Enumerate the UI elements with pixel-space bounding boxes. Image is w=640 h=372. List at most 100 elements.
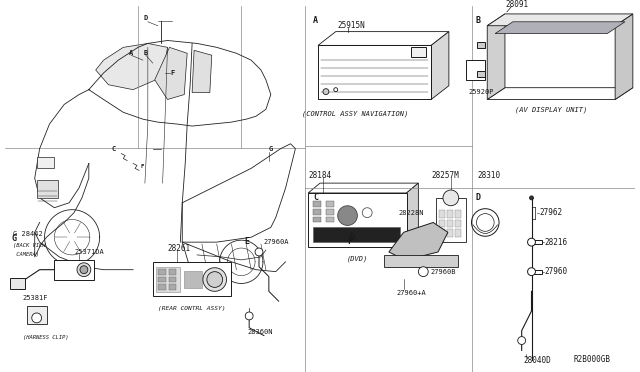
Bar xyxy=(326,201,334,207)
Bar xyxy=(455,210,461,218)
Text: (HARNESS CLIP): (HARNESS CLIP) xyxy=(23,335,68,340)
Bar xyxy=(36,180,58,198)
Text: 25920P: 25920P xyxy=(468,89,494,94)
Circle shape xyxy=(207,272,223,288)
Bar xyxy=(439,230,445,237)
Text: 27960A: 27960A xyxy=(264,239,289,245)
Bar xyxy=(447,219,453,227)
Text: G: G xyxy=(11,234,16,243)
Text: 28216: 28216 xyxy=(544,238,568,247)
Bar xyxy=(313,201,321,207)
Text: R2B000GB: R2B000GB xyxy=(573,355,610,364)
Text: D: D xyxy=(143,15,148,21)
Text: 28261: 28261 xyxy=(168,244,191,253)
Bar xyxy=(635,34,640,39)
Bar xyxy=(156,267,180,292)
Bar xyxy=(27,306,47,324)
Text: A: A xyxy=(313,16,318,25)
Polygon shape xyxy=(96,44,168,90)
Text: 27960+A: 27960+A xyxy=(397,290,426,296)
Circle shape xyxy=(203,268,227,291)
Bar xyxy=(313,217,321,222)
Bar xyxy=(10,278,25,289)
Circle shape xyxy=(419,267,428,276)
Circle shape xyxy=(529,196,534,200)
Bar xyxy=(157,276,166,282)
Polygon shape xyxy=(487,14,633,26)
Text: (AV DISPLAY UNIT): (AV DISPLAY UNIT) xyxy=(515,106,588,113)
Text: 27960: 27960 xyxy=(544,267,568,276)
Text: G: G xyxy=(269,146,273,152)
Text: F: F xyxy=(348,237,353,246)
Bar xyxy=(168,285,177,291)
Polygon shape xyxy=(397,230,438,250)
Bar xyxy=(436,198,465,242)
Polygon shape xyxy=(495,22,625,33)
Circle shape xyxy=(32,313,42,323)
Polygon shape xyxy=(389,222,448,257)
Bar xyxy=(477,42,485,48)
Text: G 28442: G 28442 xyxy=(13,231,43,237)
Text: C: C xyxy=(111,146,116,152)
Polygon shape xyxy=(487,88,633,99)
Text: 28091: 28091 xyxy=(505,0,528,9)
Bar xyxy=(412,47,426,57)
Text: 28257M: 28257M xyxy=(431,171,459,180)
Bar xyxy=(326,217,334,222)
Text: 28228N: 28228N xyxy=(399,210,424,216)
Circle shape xyxy=(80,266,88,274)
Bar xyxy=(439,210,445,218)
Bar xyxy=(439,219,445,227)
Polygon shape xyxy=(308,183,419,193)
Polygon shape xyxy=(318,32,449,45)
Text: (REAR CONTRL ASSY): (REAR CONTRL ASSY) xyxy=(158,305,226,311)
Text: CAMERA): CAMERA) xyxy=(13,253,39,257)
Text: E: E xyxy=(244,237,249,246)
Bar xyxy=(313,227,400,242)
Polygon shape xyxy=(406,183,419,247)
Bar xyxy=(447,210,453,218)
Text: B: B xyxy=(144,50,148,56)
Bar xyxy=(326,209,334,215)
Circle shape xyxy=(338,206,357,225)
Bar xyxy=(168,276,177,282)
Circle shape xyxy=(323,89,329,94)
Circle shape xyxy=(255,248,263,256)
Bar xyxy=(635,68,640,74)
Text: 28310: 28310 xyxy=(477,171,500,180)
Polygon shape xyxy=(431,32,449,99)
Bar xyxy=(447,230,453,237)
Text: 25381F: 25381F xyxy=(23,295,49,301)
Bar xyxy=(477,71,485,77)
Bar xyxy=(153,262,232,296)
Circle shape xyxy=(245,312,253,320)
Polygon shape xyxy=(192,50,212,93)
Text: (DVD): (DVD) xyxy=(347,256,368,262)
Text: 27962: 27962 xyxy=(540,208,563,217)
Text: 27960B: 27960B xyxy=(430,269,456,275)
Text: 25915N: 25915N xyxy=(338,21,365,30)
Text: 25371DA: 25371DA xyxy=(74,249,104,255)
Circle shape xyxy=(527,238,536,246)
Bar xyxy=(308,193,406,247)
Bar xyxy=(465,60,485,80)
Bar xyxy=(534,240,542,244)
Text: 28184: 28184 xyxy=(308,171,332,180)
Bar xyxy=(168,269,177,275)
Circle shape xyxy=(443,190,459,206)
Text: (CONTROL ASSY NAVIGATION): (CONTROL ASSY NAVIGATION) xyxy=(302,110,408,116)
Text: F: F xyxy=(170,70,175,76)
Circle shape xyxy=(518,337,525,344)
Text: 28040D: 28040D xyxy=(524,356,552,365)
Bar xyxy=(455,219,461,227)
Polygon shape xyxy=(615,14,633,99)
Text: B: B xyxy=(476,16,481,25)
Circle shape xyxy=(527,268,536,276)
Text: C: C xyxy=(313,193,318,202)
Polygon shape xyxy=(155,47,187,99)
Text: (BACK VIEW: (BACK VIEW xyxy=(13,243,45,248)
Circle shape xyxy=(77,263,91,276)
Bar xyxy=(157,285,166,291)
Bar xyxy=(54,260,93,279)
Bar xyxy=(184,271,202,288)
